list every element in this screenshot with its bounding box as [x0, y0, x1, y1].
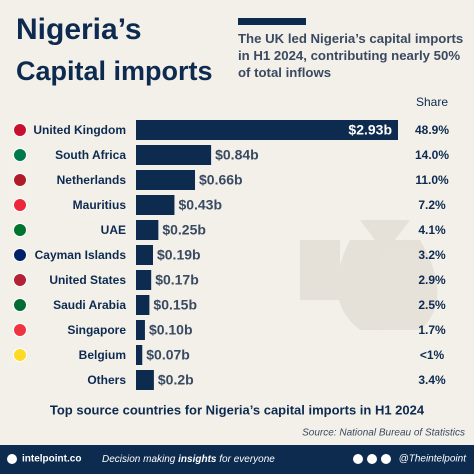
value-label: $0.66b — [199, 172, 243, 188]
value-label: $0.43b — [178, 197, 222, 213]
flag — [13, 198, 27, 212]
value-label: $0.2b — [158, 372, 194, 388]
value-label: $0.07b — [146, 347, 190, 363]
share-label: 3.4% — [418, 373, 446, 387]
share-header: Share — [416, 95, 448, 109]
share-label: 48.9% — [415, 123, 449, 137]
illustration — [300, 220, 438, 330]
value-label: $0.25b — [162, 222, 206, 238]
bar — [136, 295, 150, 315]
category-label: Others — [87, 373, 126, 387]
share-label: 11.0% — [415, 173, 449, 187]
footer-band — [0, 445, 474, 474]
title-line: Nigeria’s — [16, 13, 142, 46]
category-label: United Kingdom — [33, 123, 126, 137]
title-line: Capital imports — [16, 56, 213, 86]
footer-site: intelpoint.co — [22, 454, 81, 465]
social-icon[interactable] — [353, 454, 363, 464]
value-label: $2.93b — [348, 122, 392, 138]
social-icon[interactable] — [381, 454, 391, 464]
flag — [13, 348, 27, 362]
share-label: 1.7% — [418, 323, 446, 337]
footer-handle: @Theintelpoint — [399, 454, 468, 465]
tagline-part: insights — [178, 454, 217, 465]
share-label: 2.9% — [418, 273, 446, 287]
value-label: $0.17b — [155, 272, 199, 288]
bar — [136, 245, 153, 265]
bar — [136, 120, 398, 140]
share-label: 2.5% — [418, 298, 446, 312]
source: Source: National Bureau of Statistics — [302, 428, 465, 439]
bar — [136, 220, 159, 240]
share-label: <1% — [420, 348, 445, 362]
flag — [13, 173, 27, 187]
flag — [13, 123, 27, 137]
category-label: United States — [49, 273, 126, 287]
category-label: UAE — [101, 223, 126, 237]
category-label: Netherlands — [57, 173, 127, 187]
category-label: Cayman Islands — [35, 248, 127, 262]
share-label: 3.2% — [418, 248, 446, 262]
tagline-part: Decision making — [102, 454, 178, 465]
bar — [136, 370, 154, 390]
tagline-part: for everyone — [217, 454, 276, 465]
share-label: 14.0% — [415, 148, 449, 162]
bar — [136, 145, 212, 165]
bar — [136, 270, 152, 290]
footer-tagline: Decision making insights for everyone — [102, 454, 275, 465]
subtitle: The UK led Nigeria’s capital imports in … — [238, 31, 464, 80]
share-label: 7.2% — [418, 198, 446, 212]
flag — [13, 323, 27, 337]
category-label: Belgium — [79, 348, 126, 362]
flag — [13, 248, 27, 262]
value-label: $0.10b — [149, 322, 193, 338]
social-icon[interactable] — [367, 454, 377, 464]
value-label: $0.84b — [215, 147, 259, 163]
share-label: 4.1% — [418, 223, 446, 237]
caption: Top source countries for Nigeria’s capit… — [50, 402, 425, 417]
bar — [136, 195, 175, 215]
category-label: Saudi Arabia — [53, 298, 126, 312]
bar — [136, 320, 145, 340]
flag — [13, 273, 27, 287]
accent-bar — [238, 18, 306, 25]
category-label: Mauritius — [73, 198, 127, 212]
value-label: $0.15b — [153, 297, 197, 313]
bar — [136, 345, 143, 365]
flag — [13, 298, 27, 312]
value-label: $0.19b — [157, 247, 201, 263]
logo — [7, 454, 17, 464]
flag — [13, 223, 27, 237]
category-label: South Africa — [55, 148, 126, 162]
bar — [136, 170, 196, 190]
category-label: Singapore — [67, 323, 126, 337]
flag — [13, 148, 27, 162]
